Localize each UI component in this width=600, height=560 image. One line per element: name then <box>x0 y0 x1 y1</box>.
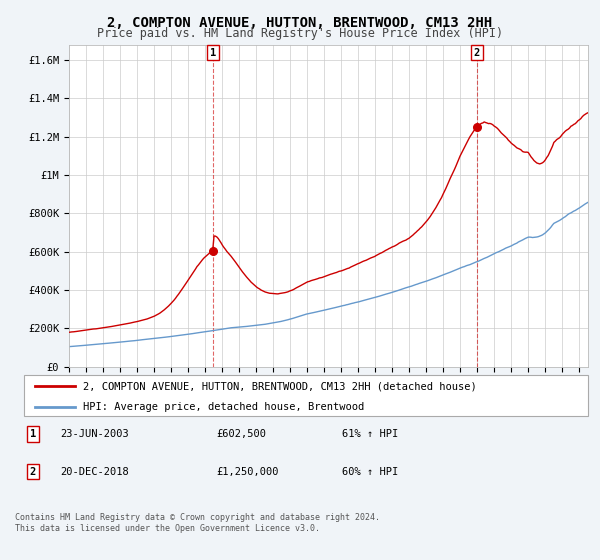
Text: Price paid vs. HM Land Registry's House Price Index (HPI): Price paid vs. HM Land Registry's House … <box>97 27 503 40</box>
Text: This data is licensed under the Open Government Licence v3.0.: This data is licensed under the Open Gov… <box>15 524 320 533</box>
Text: 1: 1 <box>210 48 216 58</box>
Text: 61% ↑ HPI: 61% ↑ HPI <box>342 429 398 439</box>
Text: 23-JUN-2003: 23-JUN-2003 <box>60 429 129 439</box>
Text: 1: 1 <box>30 429 36 439</box>
Text: 2: 2 <box>474 48 480 58</box>
Text: £602,500: £602,500 <box>216 429 266 439</box>
Text: 60% ↑ HPI: 60% ↑ HPI <box>342 466 398 477</box>
Text: 2, COMPTON AVENUE, HUTTON, BRENTWOOD, CM13 2HH: 2, COMPTON AVENUE, HUTTON, BRENTWOOD, CM… <box>107 16 493 30</box>
Text: HPI: Average price, detached house, Brentwood: HPI: Average price, detached house, Bren… <box>83 402 364 412</box>
Text: £1,250,000: £1,250,000 <box>216 466 278 477</box>
Text: Contains HM Land Registry data © Crown copyright and database right 2024.: Contains HM Land Registry data © Crown c… <box>15 513 380 522</box>
Text: 2, COMPTON AVENUE, HUTTON, BRENTWOOD, CM13 2HH (detached house): 2, COMPTON AVENUE, HUTTON, BRENTWOOD, CM… <box>83 381 477 391</box>
FancyBboxPatch shape <box>24 375 588 416</box>
Text: 2: 2 <box>30 466 36 477</box>
Text: 20-DEC-2018: 20-DEC-2018 <box>60 466 129 477</box>
